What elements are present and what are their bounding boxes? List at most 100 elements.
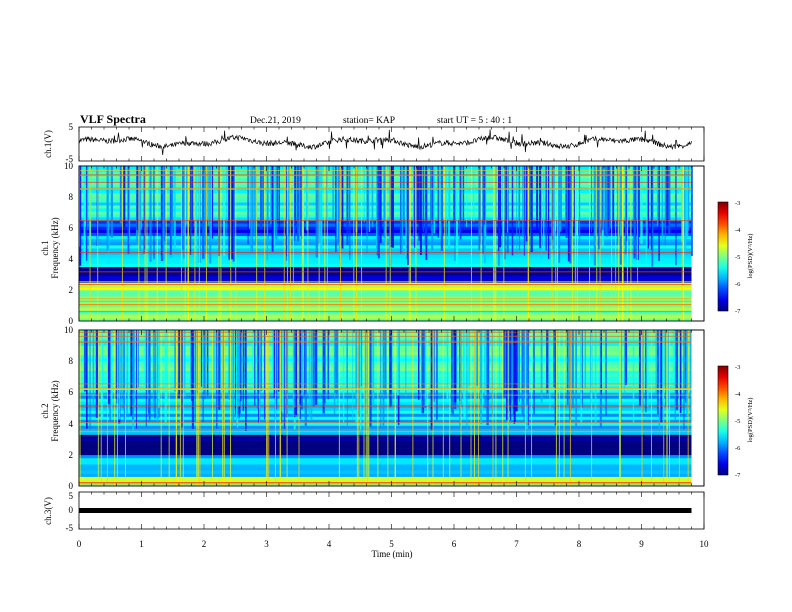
spectrogram-streak	[245, 330, 247, 431]
spectrogram-streak	[446, 330, 449, 402]
spectrogram-streak	[656, 330, 659, 414]
spectrogram-sferic	[385, 166, 387, 321]
spectrogram-streak	[523, 330, 525, 420]
spectrogram-streak	[450, 330, 453, 413]
spectrogram-band	[79, 318, 692, 322]
spectrogram-sferic	[618, 166, 620, 321]
spectrogram-streak	[569, 166, 573, 242]
spectrogram-sferic	[266, 330, 268, 486]
x-tick-label: 0	[77, 539, 82, 549]
spectrogram-sferic	[589, 166, 590, 321]
spectrogram-tone	[79, 175, 692, 177]
spectrogram-streak	[301, 330, 303, 395]
spectrogram-tone	[79, 284, 692, 285]
spectrogram-streak	[417, 330, 420, 400]
spectrogram-sferic	[619, 330, 620, 486]
spectrogram-streak	[218, 330, 221, 410]
spectrogram-tone	[79, 174, 692, 176]
spectrogram-streak	[663, 330, 666, 387]
spectrogram-streak	[463, 330, 466, 418]
ch2-spec-ytick-6: 6	[69, 387, 74, 397]
spectrogram-band	[79, 279, 692, 283]
spectrogram-band	[79, 425, 692, 429]
spectrogram-streak	[138, 166, 141, 252]
spectrogram-streak	[530, 166, 533, 252]
spectrogram-tone	[79, 340, 692, 342]
spectrogram-streak	[595, 166, 597, 247]
ch1-ylabel: ch.1(V)	[43, 130, 53, 158]
spectrogram-sferic	[268, 330, 270, 486]
spectrogram-sferic	[199, 330, 201, 486]
spectrogram-sferic	[106, 330, 108, 486]
spectrogram-streak	[656, 166, 659, 226]
ch2-spec-tick-marks	[78, 330, 705, 486]
spectrogram-sferic	[324, 166, 326, 321]
spectrogram-streak	[259, 330, 260, 424]
spectrogram-streak	[433, 166, 436, 234]
ch3-ytick-mid: 0	[69, 505, 74, 515]
spectrogram-streak	[154, 330, 156, 419]
spectrogram-tone	[79, 291, 692, 292]
spectrogram-streak	[483, 166, 486, 225]
spectrogram-sferic	[256, 166, 258, 321]
x-tick-label: 4	[327, 539, 332, 549]
spectrogram-sferic	[292, 166, 294, 321]
spectrogram-sferic	[651, 330, 653, 486]
ch1-spec-ytick-4: 4	[69, 254, 74, 264]
spectrogram-streak	[634, 166, 636, 249]
spectrogram-streak	[522, 330, 524, 412]
spectrogram-band	[79, 419, 692, 423]
ch1-spec-ytick-2: 2	[69, 285, 74, 295]
spectrogram-streak	[185, 166, 188, 225]
spectrogram-streak	[337, 166, 340, 243]
x-tick-label: 3	[264, 539, 269, 549]
spectrogram-sferic	[622, 166, 624, 321]
spectrogram-streak	[110, 330, 113, 418]
spectrogram-streak	[244, 330, 246, 387]
date-label: Dec.21, 2019	[250, 116, 301, 126]
spectrogram-sferic	[412, 330, 414, 486]
ch3-ylabel: ch.3(V)	[43, 497, 53, 525]
spectrogram-streak	[502, 166, 504, 254]
spectrogram-tone	[79, 252, 692, 254]
spectrogram-streak	[310, 330, 313, 420]
spectrogram-sferic	[409, 166, 411, 321]
ch2-cb-tick-m3: -3	[735, 364, 740, 371]
spectrogram-streak	[389, 330, 392, 408]
spectrogram-streak	[126, 330, 128, 415]
spectrogram-sferic	[97, 166, 99, 321]
spectrogram-streak	[200, 330, 203, 387]
spectrogram-streak	[526, 166, 529, 242]
spectrogram-streak	[301, 166, 304, 259]
spectrogram-sferic	[495, 166, 497, 321]
spectrogram-streak	[247, 166, 249, 245]
spectrogram-sferic	[669, 330, 670, 486]
ch2-spec-ytick-2: 2	[69, 450, 74, 460]
spectrogram-streak	[228, 166, 231, 260]
spectrogram-streak	[418, 166, 420, 241]
spectrogram-streak	[517, 330, 519, 397]
spectrogram-band	[79, 292, 692, 297]
spectrogram-streak	[454, 330, 457, 403]
spectrogram-sferic	[599, 166, 601, 321]
spectrogram-sferic	[681, 166, 683, 321]
spectrogram-streak	[202, 166, 205, 259]
spectrogram-streak	[604, 166, 607, 234]
ch2-spec-ytick-8: 8	[69, 356, 74, 366]
spectrogram-sferic	[79, 330, 81, 486]
spectrogram-streak	[575, 330, 577, 430]
spectrogram-sferic	[338, 330, 340, 486]
spectrogram-sferic	[340, 166, 341, 321]
spectrogram-streak	[376, 166, 379, 256]
spectrogram-tone	[79, 271, 692, 273]
spectrogram-sferic	[264, 166, 266, 321]
spectrogram-streak	[369, 330, 372, 427]
spectrogram-streak	[642, 330, 644, 413]
spectrogram-streak	[314, 330, 318, 405]
spectrogram-sferic	[211, 330, 213, 486]
spectrogram-streak	[210, 166, 212, 241]
spectrogram-streak	[533, 330, 535, 415]
spectrogram-streak	[360, 330, 362, 431]
spectrogram-tone	[79, 300, 692, 302]
spectrogram-streak	[203, 330, 206, 400]
